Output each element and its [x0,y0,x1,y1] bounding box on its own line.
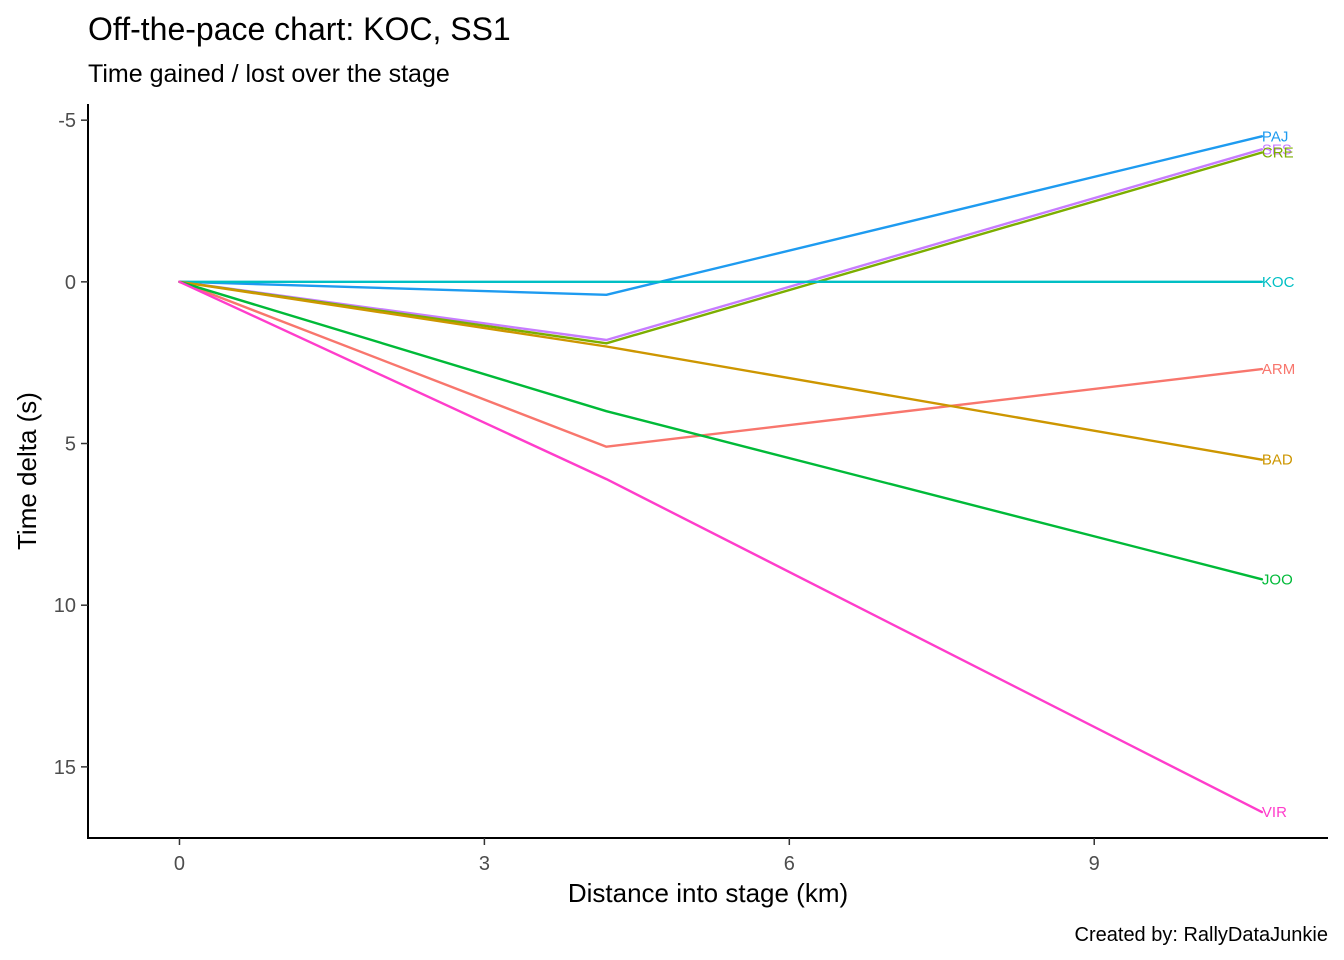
x-tick-label: 9 [1089,853,1100,875]
series-label-arm: ARM [1262,361,1295,378]
series-label-vir: VIR [1262,804,1287,821]
series-label-paj: PAJ [1262,128,1288,145]
x-axis-ticks: 0 3 6 9 [174,838,1100,875]
series-line-cre [178,151,1264,345]
series-label-bad: BAD [1262,452,1293,469]
y-axis-ticks: -5 0 5 10 15 [54,110,88,779]
y-tick-label: 10 [54,595,76,617]
y-tick-label: 5 [65,434,76,456]
series-label-joo: JOO [1262,571,1293,588]
y-tick-label: -5 [58,110,76,132]
series-line-arm [178,280,1264,448]
x-tick-label: 0 [174,853,185,875]
series-label-cre: CRE [1262,145,1294,162]
x-tick-label: 6 [784,853,795,875]
x-axis-title: Distance into stage (km) [568,878,848,908]
series-line-vir [178,280,1264,814]
series-line-bad [178,280,1264,461]
x-tick-label: 3 [479,853,490,875]
y-axis-title: Time delta (s) [12,392,42,550]
series-line-paj [178,135,1264,296]
series-line-ses [178,148,1264,342]
series-line-joo [178,280,1264,581]
series-label-koc: KOC [1262,274,1295,291]
series-label-ses: SES [1262,141,1292,158]
y-tick-label: 0 [65,272,76,294]
chart-title: Off-the-pace chart: KOC, SS1 [88,11,511,47]
chart-caption: Created by: RallyDataJunkie [1075,924,1328,946]
y-tick-label: 15 [54,757,76,779]
chart-subtitle: Time gained / lost over the stage [88,60,450,88]
